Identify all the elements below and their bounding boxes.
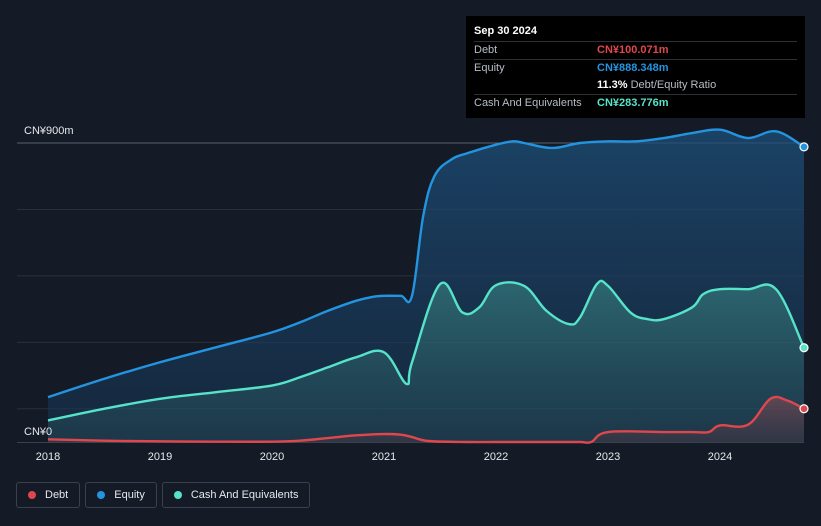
equity-line xyxy=(47,128,805,399)
legend: Debt Equity Cash And Equivalents xyxy=(16,482,311,508)
cash-and-equivalents-end-marker[interactable] xyxy=(799,343,809,353)
cash-and-equivalents-line xyxy=(47,279,806,422)
debt-line xyxy=(47,395,805,444)
legend-label-equity: Equity xyxy=(114,489,145,501)
equity-end-marker[interactable] xyxy=(799,142,809,152)
tooltip-row-cash: Cash And Equivalents CN¥283.776m xyxy=(474,94,797,112)
legend-item-equity[interactable]: Equity xyxy=(85,482,157,508)
tooltip-date: Sep 30 2024 xyxy=(474,25,537,37)
x-tick-label: 2022 xyxy=(484,451,508,463)
debt-end-marker[interactable] xyxy=(799,404,809,414)
tooltip-ratio-label: Debt/Equity Ratio xyxy=(630,79,717,91)
debt-area xyxy=(48,396,804,443)
debt-dot-icon xyxy=(28,491,36,499)
x-tick-label: 2018 xyxy=(36,451,60,463)
tooltip-equity-label: Equity xyxy=(474,62,505,74)
tooltip-row-debt: Debt CN¥100.071m xyxy=(474,41,797,59)
tooltip-panel: Sep 30 2024 Debt CN¥100.071m Equity CN¥8… xyxy=(466,16,805,118)
cash-dot-icon xyxy=(173,491,182,499)
cash-and-equivalents-area xyxy=(48,280,804,442)
tooltip-ratio-spacer xyxy=(474,77,597,94)
tooltip-row-ratio: 11.3% Debt/Equity Ratio xyxy=(474,77,797,94)
tooltip-equity-value: CN¥888.348m xyxy=(597,62,669,74)
axis-labels: CN¥900m CN¥0 2018 2019 2020 2021 2022 2023 2024 xyxy=(24,125,732,463)
legend-label-debt: Debt xyxy=(45,489,69,501)
series-lines xyxy=(47,128,806,444)
tooltip-ratio-value: 11.3% xyxy=(597,79,628,91)
tooltip-row-equity: Equity CN¥888.348m xyxy=(474,59,797,77)
tooltip-cash-value: CN¥283.776m xyxy=(597,97,669,109)
x-tick-label: 2024 xyxy=(708,451,732,463)
x-tick-label: 2021 xyxy=(372,451,396,463)
legend-label-cash: Cash And Equivalents xyxy=(190,489,299,501)
legend-item-cash[interactable]: Cash And Equivalents xyxy=(161,482,311,508)
y-axis-min-label: CN¥0 xyxy=(24,426,52,438)
series-areas xyxy=(48,129,804,443)
tooltip-debt-label: Debt xyxy=(474,44,498,56)
x-tick-label: 2023 xyxy=(596,451,620,463)
equity-dot-icon xyxy=(97,491,106,499)
x-tick-label: 2019 xyxy=(148,451,172,463)
tooltip-cash-label: Cash And Equivalents xyxy=(474,97,582,109)
legend-item-debt[interactable]: Debt xyxy=(16,482,81,508)
x-tick-label: 2020 xyxy=(260,451,284,463)
y-axis-max-label: CN¥900m xyxy=(24,125,74,137)
tooltip-debt-value: CN¥100.071m xyxy=(597,44,669,56)
end-markers xyxy=(799,142,809,414)
